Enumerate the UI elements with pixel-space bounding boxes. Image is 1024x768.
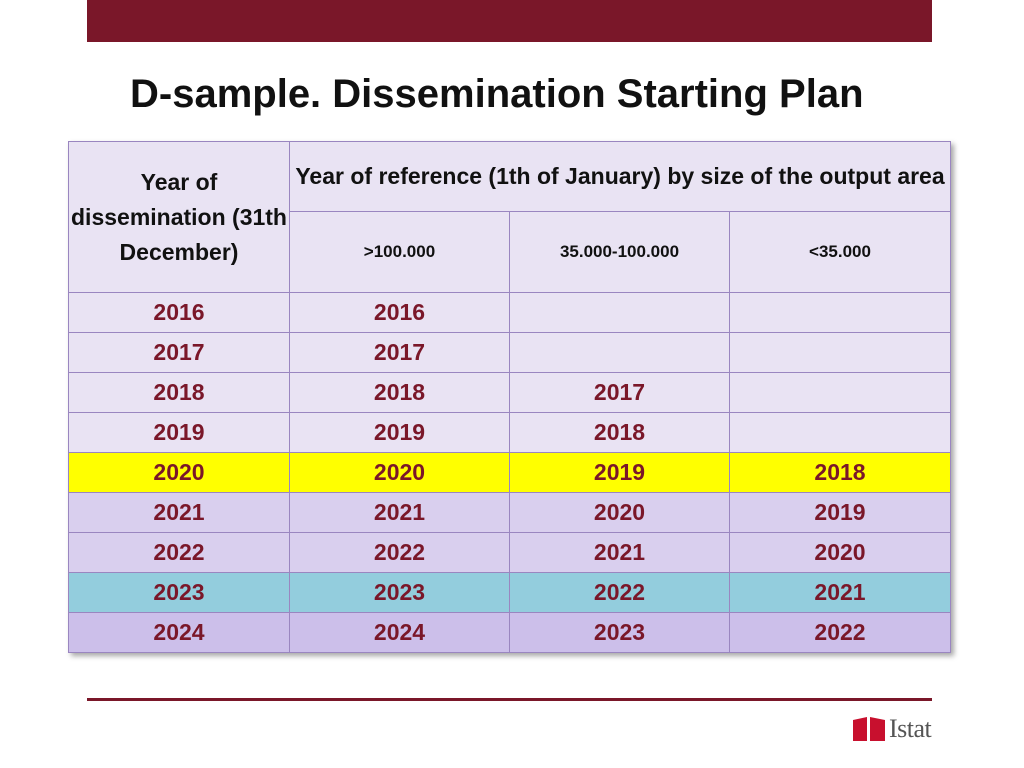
cell-ref-large: 2017 <box>289 332 510 373</box>
cell-ref-small <box>729 332 951 373</box>
table-row: 2024 2024 2023 2022 <box>68 612 951 653</box>
cell-ref-medium: 2019 <box>509 452 730 493</box>
cell-dissemination-year: 2024 <box>68 612 290 653</box>
table-row: 2022 2022 2021 2020 <box>68 532 951 573</box>
header-year-of-reference: Year of reference (1th of January) by si… <box>289 141 951 212</box>
table-body: 2016 2016 2017 2017 2018 2018 2017 2019 2019 2018… <box>68 292 951 653</box>
cell-ref-medium <box>509 292 730 333</box>
cell-ref-large: 2020 <box>289 452 510 493</box>
header-size-small: <35.000 <box>729 211 951 293</box>
cell-ref-large: 2022 <box>289 532 510 573</box>
bottom-rule <box>87 698 932 701</box>
cell-ref-small: 2021 <box>729 572 951 613</box>
cell-ref-small <box>729 372 951 413</box>
cell-ref-small: 2019 <box>729 492 951 533</box>
istat-logo-icon <box>853 717 885 741</box>
cell-dissemination-year: 2021 <box>68 492 290 533</box>
cell-ref-small: 2020 <box>729 532 951 573</box>
cell-dissemination-year: 2018 <box>68 372 290 413</box>
cell-ref-small: 2018 <box>729 452 951 493</box>
cell-dissemination-year: 2022 <box>68 532 290 573</box>
cell-ref-medium: 2018 <box>509 412 730 453</box>
cell-ref-large: 2021 <box>289 492 510 533</box>
slide-title: D-sample. Dissemination Starting Plan <box>130 72 864 116</box>
istat-logo: Istat <box>852 714 932 744</box>
table-row: 2017 2017 <box>68 332 951 373</box>
header-year-of-dissemination: Year of dissemination (31th December) <box>68 141 290 293</box>
cell-dissemination-year: 2023 <box>68 572 290 613</box>
table-row: 2018 2018 2017 <box>68 372 951 413</box>
table-container: Year of dissemination (31th December) Ye… <box>68 141 951 653</box>
header-size-large: >100.000 <box>289 211 510 293</box>
cell-dissemination-year: 2016 <box>68 292 290 333</box>
table-row: 2016 2016 <box>68 292 951 333</box>
dissemination-table: Year of dissemination (31th December) Ye… <box>68 141 951 653</box>
istat-logo-text: Istat <box>889 714 932 743</box>
cell-dissemination-year: 2020 <box>68 452 290 493</box>
header-size-medium: 35.000-100.000 <box>509 211 730 293</box>
cell-ref-large: 2024 <box>289 612 510 653</box>
cell-ref-small: 2022 <box>729 612 951 653</box>
cell-ref-small <box>729 292 951 333</box>
cell-dissemination-year: 2017 <box>68 332 290 373</box>
cell-ref-medium <box>509 332 730 373</box>
table-row: 2023 2023 2022 2021 <box>68 572 951 613</box>
cell-ref-medium: 2017 <box>509 372 730 413</box>
table-row: 2021 2021 2020 2019 <box>68 492 951 533</box>
cell-dissemination-year: 2019 <box>68 412 290 453</box>
cell-ref-large: 2016 <box>289 292 510 333</box>
cell-ref-medium: 2020 <box>509 492 730 533</box>
cell-ref-medium: 2021 <box>509 532 730 573</box>
cell-ref-medium: 2023 <box>509 612 730 653</box>
top-bar <box>87 0 932 42</box>
cell-ref-large: 2019 <box>289 412 510 453</box>
cell-ref-large: 2018 <box>289 372 510 413</box>
table-row: 2020 2020 2019 2018 <box>68 452 951 493</box>
cell-ref-medium: 2022 <box>509 572 730 613</box>
cell-ref-large: 2023 <box>289 572 510 613</box>
cell-ref-small <box>729 412 951 453</box>
table-row: 2019 2019 2018 <box>68 412 951 453</box>
